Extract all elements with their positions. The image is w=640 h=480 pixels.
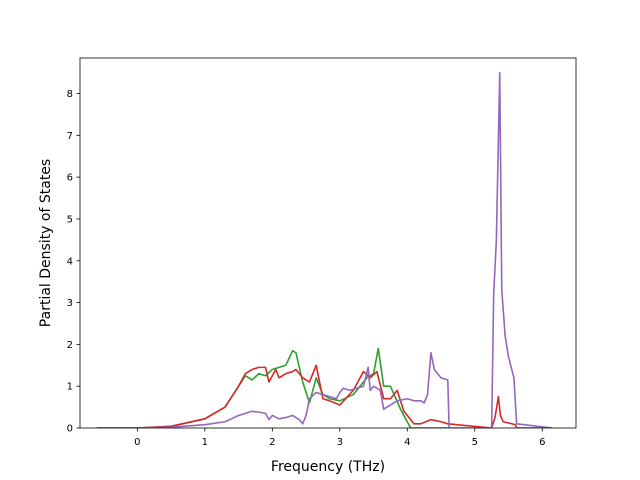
x-tick-label: 4 xyxy=(404,437,410,448)
x-tick-label: 2 xyxy=(269,437,275,448)
x-tick-label: 3 xyxy=(337,437,343,448)
y-tick-label: 2 xyxy=(67,340,73,351)
y-tick-label: 6 xyxy=(67,173,73,184)
series-line-3 xyxy=(96,71,553,428)
y-tick-label: 8 xyxy=(67,89,73,100)
y-axis-ticks: 0 1 2 3 4 5 6 7 8 xyxy=(67,89,80,435)
x-axis-ticks: 0 1 2 3 4 5 6 xyxy=(134,428,545,448)
y-axis-label: Partial Density of States xyxy=(38,159,54,327)
x-tick-label: 6 xyxy=(539,437,545,448)
y-tick-label: 0 xyxy=(67,424,73,435)
y-tick-label: 3 xyxy=(67,298,73,309)
x-tick-label: 0 xyxy=(134,437,140,448)
series-line-2 xyxy=(96,364,543,428)
x-tick-label: 1 xyxy=(202,437,208,448)
y-tick-label: 7 xyxy=(67,131,73,142)
plot-frame xyxy=(79,57,577,429)
x-tick-label: 5 xyxy=(472,437,478,448)
y-tick-label: 1 xyxy=(67,382,73,393)
y-tick-label: 5 xyxy=(67,214,73,225)
x-axis-label: Frequency (THz) xyxy=(271,459,385,475)
y-tick-label: 4 xyxy=(67,256,73,267)
series-layer xyxy=(96,71,553,428)
